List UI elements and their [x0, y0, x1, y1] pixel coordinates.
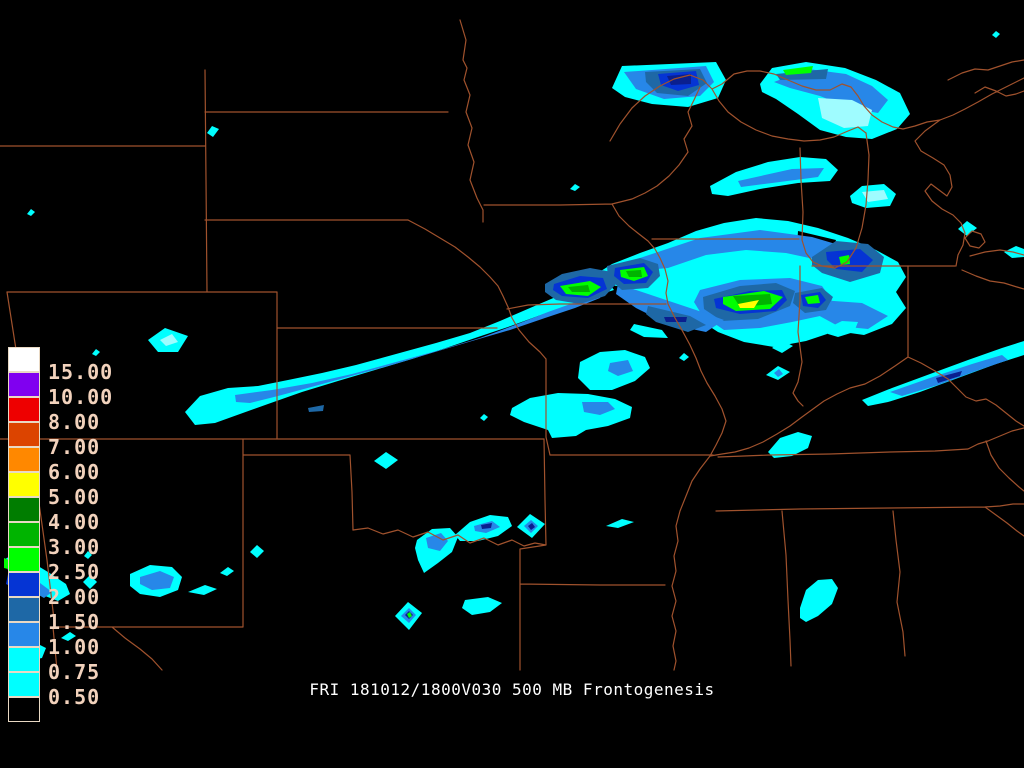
colorbar-swatch	[8, 672, 40, 697]
borders-missouri-river-region	[352, 219, 714, 671]
contour-region-wisconsin-illinois	[710, 157, 838, 196]
colorbar-swatch	[8, 347, 40, 372]
state-borders	[0, 19, 1024, 671]
contour-region-west-band-cores	[545, 258, 660, 304]
colorbar-swatch	[8, 472, 40, 497]
colorbar-label: 6.00	[48, 460, 101, 484]
borders-minnesota-iowa-rivers	[459, 19, 727, 671]
colorbar-label: 2.00	[48, 585, 101, 609]
borders-superior-michigan	[609, 59, 1024, 290]
colorbar-label: 15.00	[48, 360, 114, 384]
contour-region-small-specks	[27, 31, 1024, 576]
colorbar-swatch	[8, 622, 40, 647]
colorbar-swatch	[8, 522, 40, 547]
colorbar-label: 4.00	[48, 510, 101, 534]
colorbar-label: 1.50	[48, 610, 101, 634]
contour-fill-layer	[4, 31, 1024, 661]
colorbar-swatch	[8, 647, 40, 672]
colorbar-label: 1.00	[48, 635, 101, 659]
contour-region-missouri-blobs	[510, 350, 650, 438]
contour-region-upper-michigan	[760, 62, 910, 139]
contour-region-indiana-ohio	[862, 341, 1024, 406]
colorbar-swatch	[8, 497, 40, 522]
colorbar-label: 5.00	[48, 485, 101, 509]
colorbar-swatch	[8, 572, 40, 597]
colorbar-swatch	[8, 422, 40, 447]
contour-region-west-long-band	[185, 282, 614, 425]
contour-region-red-river-blobs	[374, 452, 545, 573]
contour-region-iowa-illinois-complex	[593, 218, 906, 347]
contour-region-lake-michigan-west	[850, 184, 896, 208]
borders-ohio-valley-south	[709, 265, 1024, 667]
borders-wisconsin-illinois-lake	[651, 132, 956, 407]
contour-region-south-blobs	[395, 432, 838, 630]
colorbar-swatch	[8, 547, 40, 572]
colorbar-label: 8.00	[48, 410, 101, 434]
colorbar-label: 3.00	[48, 535, 101, 559]
colorbar-label: 7.00	[48, 435, 101, 459]
status-line: FRI 181012/1800V030 500 MB Frontogenesis	[309, 680, 715, 699]
colorbar-label: 0.75	[48, 660, 101, 684]
contour-region-north-minnesota	[612, 62, 726, 107]
colorbar-swatch	[8, 372, 40, 397]
colorbar-label: 0.50	[48, 685, 101, 709]
colorbar-label: 2.50	[48, 560, 101, 584]
colorbar-swatch	[8, 697, 40, 722]
colorbar-swatch	[8, 397, 40, 422]
colorbar-swatch	[8, 447, 40, 472]
colorbar-label: 10.00	[48, 385, 114, 409]
colorbar-swatch	[8, 597, 40, 622]
